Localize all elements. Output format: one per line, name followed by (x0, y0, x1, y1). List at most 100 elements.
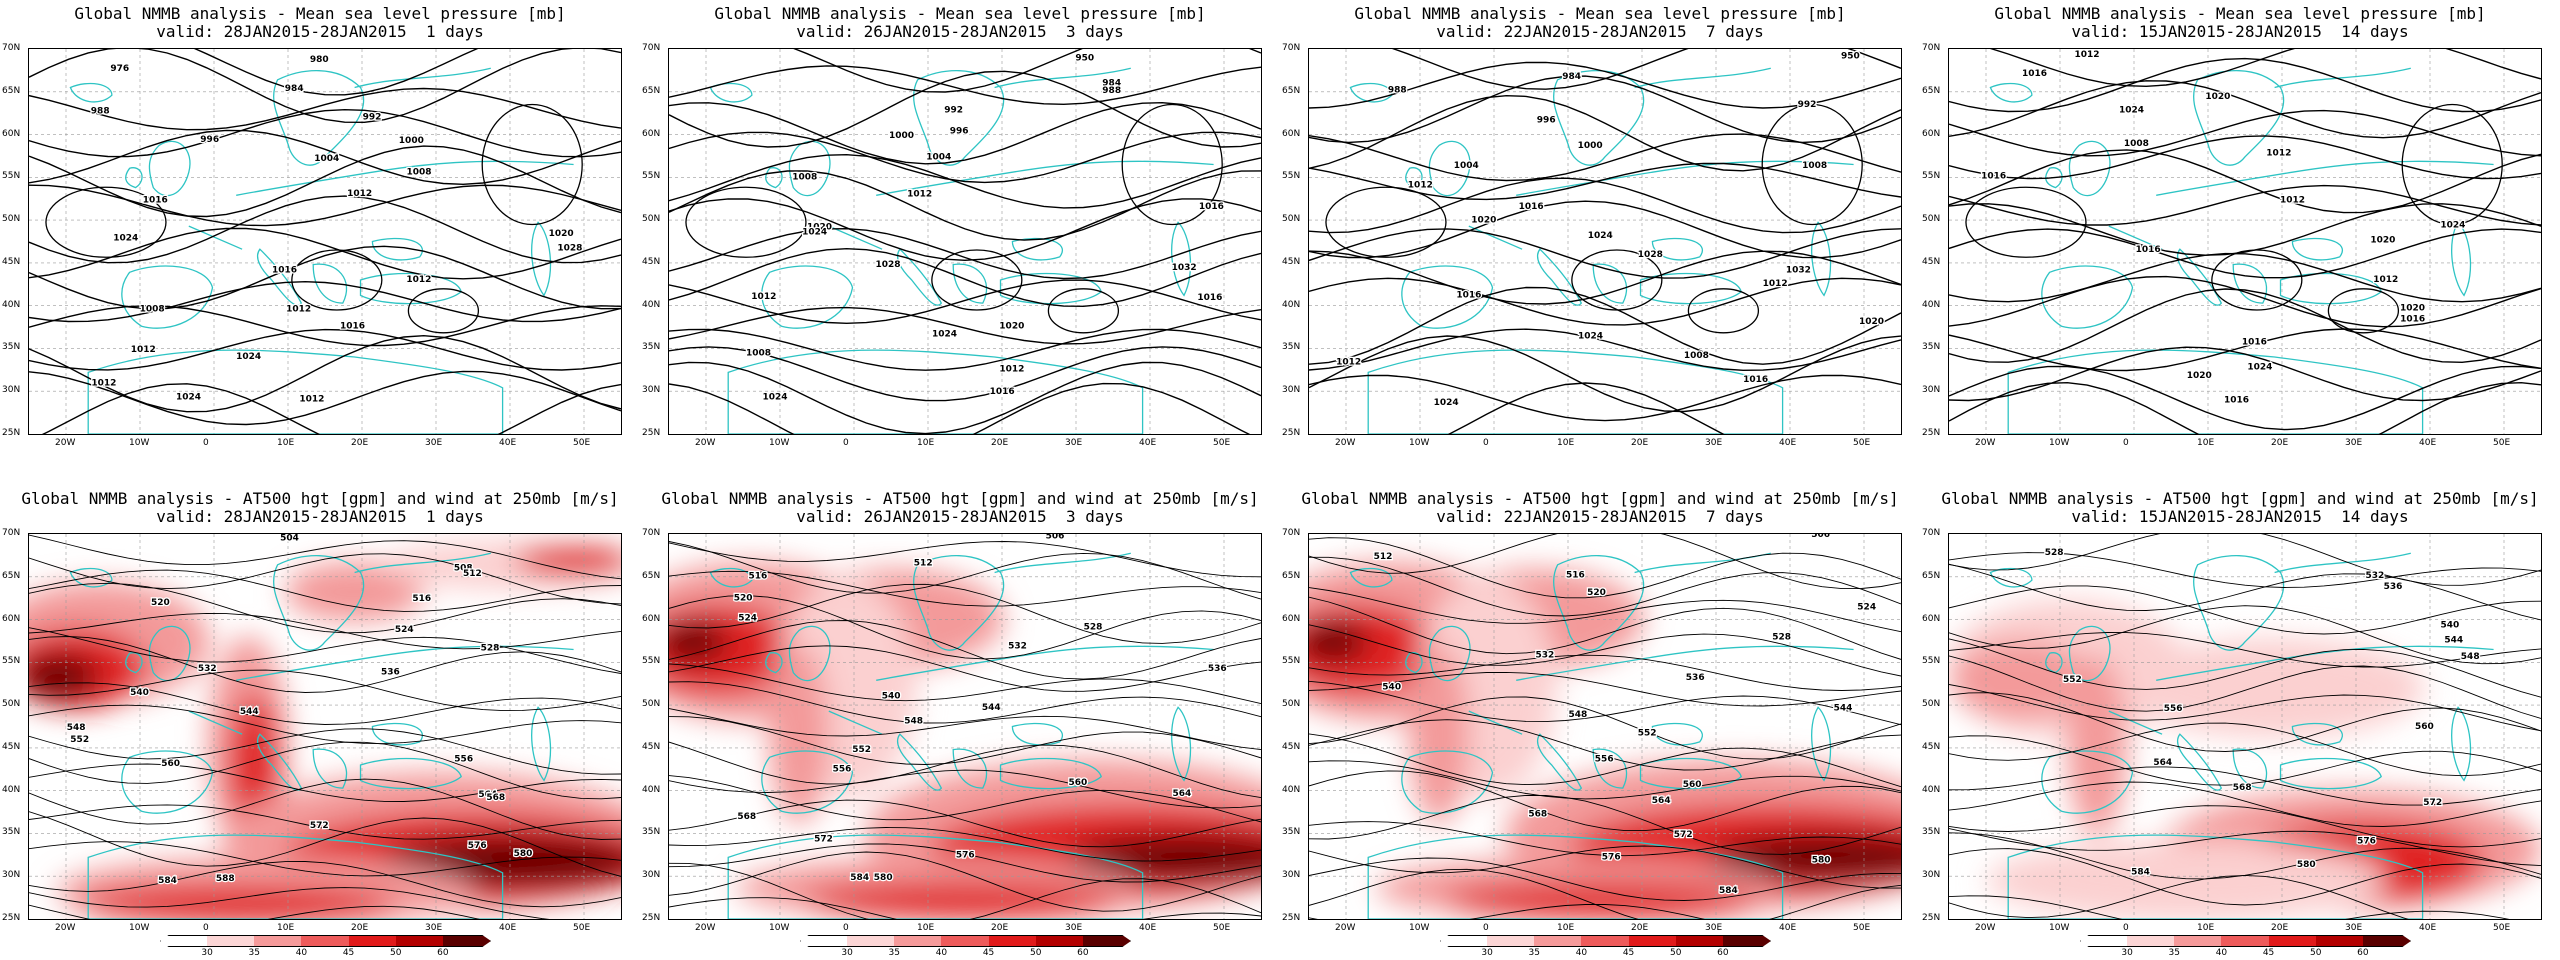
map-plot: 950 984 988 992 996 1000 1004 1008 1012 1016 1020 1… (1308, 48, 1902, 435)
lon-tick-label: 50E (573, 438, 591, 448)
contour-label: 1004 (926, 153, 951, 163)
contour-label: 1012 (299, 395, 324, 405)
contour-label: 988 (1102, 86, 1121, 96)
contour-label: 540 (2441, 621, 2460, 631)
colorbar-swatch (442, 935, 491, 947)
coastline (2279, 757, 2382, 790)
coastline (1367, 349, 1784, 434)
closed-contour (1687, 288, 1760, 334)
lat-tick-label: 70N (2, 43, 21, 53)
contour-line (669, 799, 1261, 848)
lon-tick-label: 10E (2197, 438, 2215, 448)
coastline (531, 706, 552, 782)
contour-label: 532 (2366, 571, 2385, 581)
closed-contour (685, 186, 807, 258)
contour-line (1949, 57, 2541, 113)
contour-line (1309, 821, 1901, 857)
coastline (87, 349, 504, 434)
contour-label: 1008 (407, 168, 432, 178)
contour-line (29, 569, 621, 612)
coastline (2274, 552, 2411, 574)
contour-line (29, 108, 621, 158)
map-panel: Global NMMB analysis - AT500 hgt [gpm] a… (1280, 485, 1920, 960)
lat-tick-label: 55N (642, 171, 661, 182)
map-canvas: 1012101610201024100810121016101210241020… (1949, 49, 2541, 434)
closed-contour (1761, 103, 1863, 226)
contour-line (1309, 857, 1901, 901)
contour-label: 532 (1008, 642, 1027, 652)
contour-label: 1012 (999, 364, 1024, 374)
contour-line (669, 620, 1261, 680)
contour-line (29, 669, 621, 712)
wind-speed-shade (1445, 881, 1765, 918)
colorbar-label: 35 (2168, 948, 2181, 958)
contour-label: 1020 (1471, 216, 1496, 226)
contour-line (29, 704, 621, 745)
contour-line (669, 541, 1261, 578)
contour-line (29, 184, 621, 227)
lat-tick-label: 65N (642, 85, 661, 96)
contour-label: 576 (468, 841, 487, 851)
contour-line (669, 769, 1261, 809)
contour-label: 1028 (876, 260, 901, 270)
contour-line (669, 716, 1261, 765)
contour-label: 540 (1382, 683, 1401, 693)
contour-line (1309, 596, 1901, 660)
colorbar-swatch (1035, 935, 1083, 947)
lat-tick-label: 40N (1282, 299, 1301, 310)
lon-tick-label: 20W (1335, 923, 1356, 933)
contour-line (1309, 556, 1901, 617)
lon-tick-label: 30E (1705, 923, 1723, 933)
lat-tick-label: 70N (642, 528, 661, 538)
panel-valid-range: valid: 26JAN2015-28JAN2015 3 days (796, 507, 1124, 526)
contour-line (1309, 868, 1901, 919)
lat-tick-label: 25N (1922, 428, 1941, 438)
contour-line (669, 131, 1261, 184)
contour-line (1309, 537, 1901, 599)
colorbar-swatch (1675, 935, 1723, 947)
panel-valid-range: valid: 26JAN2015-28JAN2015 3 days (796, 22, 1124, 41)
contour-label: 584 (850, 873, 869, 883)
panel-title: Global NMMB analysis - AT500 hgt [gpm] a… (1301, 489, 1899, 508)
contour-label: 1016 (2022, 69, 2047, 79)
lat-tick-label: 70N (1922, 528, 1941, 538)
coastline (788, 140, 831, 197)
contour-line (1949, 848, 2541, 906)
contour-line (1309, 624, 1901, 677)
map-panel: Global NMMB analysis - AT500 hgt [gpm] a… (640, 485, 1280, 960)
coastline (1553, 555, 1645, 651)
coastline (188, 225, 243, 250)
contour-label: 1024 (236, 352, 261, 362)
map-plot: 528 532 536 540 544 548 552 556 560 564 568 572 576 5… (1948, 533, 2542, 920)
coastline (1592, 263, 1628, 304)
contour-label: 556 (833, 764, 852, 774)
contour-label: 536 (381, 668, 400, 678)
contour-label: 1032 (1172, 263, 1197, 273)
contour-label: 580 (514, 849, 533, 859)
coastline (999, 757, 1102, 790)
coastline (1651, 722, 1703, 746)
lon-tick-label: 20E (1631, 438, 1649, 448)
contour-line (1949, 288, 2541, 364)
wind-speed-shade (1309, 621, 1368, 662)
coastline (913, 70, 1005, 166)
colorbar-label: 50 (1029, 948, 1042, 958)
contour-label: 1016 (143, 195, 168, 205)
contour-line (1989, 49, 2541, 88)
coastline (2176, 733, 2223, 791)
lat-tick-label: 40N (642, 784, 661, 795)
contour-line (669, 741, 1261, 799)
contour-label: 552 (852, 745, 871, 755)
contour-line (1309, 770, 1901, 832)
contour-label: 1024 (176, 393, 201, 403)
wind-speed-colorbar: 30 35 40 45 50 60 (1440, 935, 1771, 958)
contour-line (29, 370, 621, 426)
coastline (531, 221, 552, 297)
panel-title: Global NMMB analysis - Mean sea level pr… (1354, 4, 1846, 23)
contour-label: 520 (151, 598, 170, 608)
contour-label: 1024 (1434, 398, 1459, 408)
contour-label: 1008 (1684, 351, 1709, 361)
contour-label: 552 (2063, 675, 2082, 685)
coastline (2451, 221, 2472, 297)
coastline (371, 722, 423, 746)
